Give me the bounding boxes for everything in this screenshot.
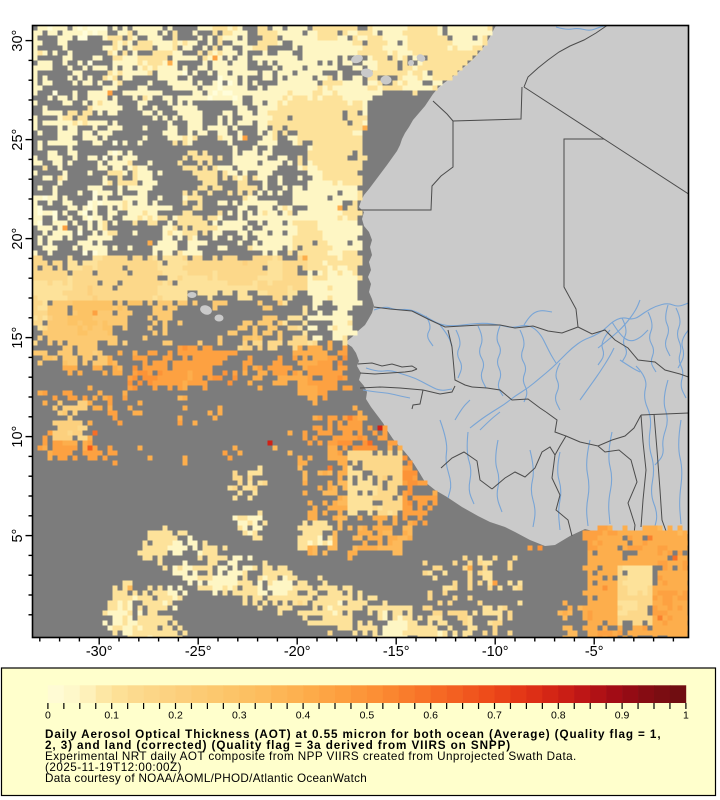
svg-text:-30°: -30° <box>86 644 113 660</box>
svg-text:25°: 25° <box>10 129 26 151</box>
svg-text:0.7: 0.7 <box>487 710 502 722</box>
svg-text:-5°: -5° <box>585 644 604 660</box>
svg-text:0.3: 0.3 <box>232 710 247 722</box>
svg-text:0: 0 <box>45 710 51 722</box>
svg-text:10°: 10° <box>10 426 26 448</box>
svg-text:0.6: 0.6 <box>423 710 438 722</box>
svg-text:-10°: -10° <box>482 644 509 660</box>
svg-text:0.4: 0.4 <box>296 710 311 722</box>
svg-text:0.9: 0.9 <box>615 710 630 722</box>
svg-text:5°: 5° <box>10 529 26 543</box>
svg-text:30°: 30° <box>10 30 26 52</box>
svg-text:15°: 15° <box>10 327 26 349</box>
svg-text:0.5: 0.5 <box>360 710 375 722</box>
svg-text:1: 1 <box>683 710 689 722</box>
svg-text:0.2: 0.2 <box>168 710 183 722</box>
svg-text:-20°: -20° <box>284 644 311 660</box>
svg-text:Daily Aerosol Optical Thicknes: Daily Aerosol Optical Thickness (AOT) at… <box>45 728 661 741</box>
svg-text:Experimental NRT daily AOT com: Experimental NRT daily AOT composite fro… <box>45 750 577 763</box>
svg-text:-25°: -25° <box>185 644 212 660</box>
svg-text:Data courtesy of NOAA/AOML/PHO: Data courtesy of NOAA/AOML/PHOD/Atlantic… <box>45 772 367 785</box>
svg-text:2, 3) and land (corrected) (Qu: 2, 3) and land (corrected) (Quality flag… <box>45 739 511 752</box>
svg-text:-15°: -15° <box>383 644 410 660</box>
svg-text:0.1: 0.1 <box>104 710 119 722</box>
svg-text:0.8: 0.8 <box>551 710 566 722</box>
svg-text:(2025-11-19T12:00:00Z): (2025-11-19T12:00:00Z) <box>45 761 182 774</box>
svg-text:20°: 20° <box>10 228 26 250</box>
